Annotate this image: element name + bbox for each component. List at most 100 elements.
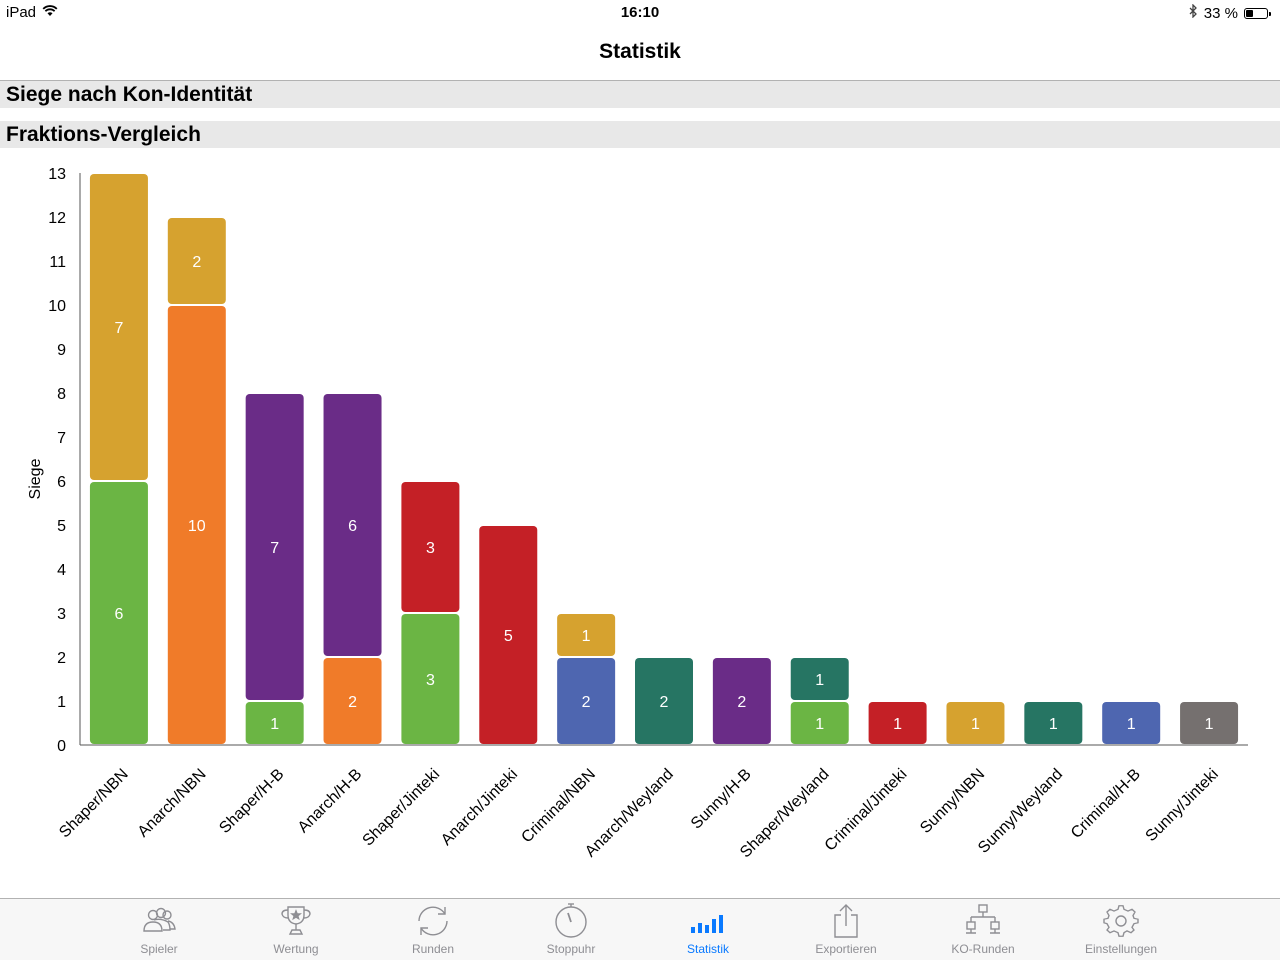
battery-percent: 33 % <box>1203 4 1238 22</box>
y-tick-label: 12 <box>48 210 66 227</box>
tab-label-runden: Runden <box>411 942 455 956</box>
tab-einstellungen[interactable]: Einstellungen <box>1052 899 1190 961</box>
x-category-label: Criminal/H-B <box>1068 766 1144 842</box>
battery-icon <box>1244 7 1271 19</box>
wifi-icon <box>42 4 58 21</box>
x-category-label: Sunny/H-B <box>688 766 755 833</box>
y-tick-label: 4 <box>57 562 66 579</box>
x-category-label: Shaper/NBN <box>56 766 132 842</box>
y-tick-label: 2 <box>57 650 66 667</box>
y-tick-label: 7 <box>57 430 66 447</box>
x-category-label: Sunny/Weyland <box>975 766 1066 857</box>
bar-value-label: 10 <box>188 518 206 535</box>
x-category-label: Anarch/H-B <box>295 766 366 837</box>
players-icon <box>139 903 179 939</box>
gear-icon <box>1101 903 1141 939</box>
bar-value-label: 2 <box>348 694 357 711</box>
y-tick-label: 9 <box>57 342 66 359</box>
tab-exportieren[interactable]: Exportieren <box>777 899 915 961</box>
x-category-label: Anarch/Jinteki <box>438 766 521 849</box>
y-tick-label: 8 <box>57 386 66 403</box>
bar-segment <box>712 658 771 744</box>
bar-value-label: 2 <box>192 254 201 271</box>
bar-value-label: 3 <box>426 540 435 557</box>
bar-value-label: 1 <box>971 716 980 733</box>
x-category-label: Sunny/NBN <box>917 766 988 837</box>
tab-statistik[interactable]: Statistik <box>639 899 777 961</box>
bar-segment <box>167 218 226 304</box>
bar-value-label: 1 <box>1127 716 1136 733</box>
bar-segment <box>89 174 148 480</box>
bracket-icon <box>963 903 1003 939</box>
y-axis-title: Siege <box>27 458 44 499</box>
refresh-icon <box>413 903 453 939</box>
device-name: iPad <box>6 4 37 21</box>
bar-value-label: 1 <box>893 716 902 733</box>
y-tick-label: 0 <box>57 738 66 755</box>
stopwatch-icon <box>551 903 591 939</box>
tab-label-stoppuhr: Stoppuhr <box>546 942 596 956</box>
bar-value-label: 1 <box>270 716 279 733</box>
bar-segment <box>167 306 226 744</box>
bar-value-label: 7 <box>270 540 279 557</box>
status-right: 33 % <box>1189 3 1271 22</box>
bar-value-label: 3 <box>426 672 435 689</box>
trophy-icon <box>276 903 316 939</box>
bar-segment <box>245 394 304 700</box>
bar-segment <box>323 394 382 656</box>
y-tick-label: 3 <box>57 606 66 623</box>
bar-value-label: 5 <box>504 628 513 645</box>
tab-label-wertung: Wertung <box>273 942 319 956</box>
bar-segment <box>1024 702 1083 744</box>
bar-segment <box>1102 702 1161 744</box>
x-category-label: Shaper/H-B <box>216 766 287 837</box>
tab-spieler[interactable]: Spieler <box>90 899 228 961</box>
statistics-icon <box>688 903 728 939</box>
tab-label-einstellungen: Einstellungen <box>1084 942 1158 956</box>
y-tick-label: 6 <box>57 474 66 491</box>
bar-segment <box>479 526 538 744</box>
x-category-label: Anarch/NBN <box>135 766 210 841</box>
tab-bar: Spieler Wertung Runden Sto <box>0 898 1280 960</box>
bar-segment <box>1180 702 1239 744</box>
bar-value-label: 1 <box>1049 716 1058 733</box>
y-tick-label: 1 <box>57 694 66 711</box>
bar-segment <box>790 702 849 744</box>
tab-ko-runden[interactable]: KO-Runden <box>914 899 1052 961</box>
tab-label-statistik: Statistik <box>686 942 729 956</box>
tab-label-spieler: Spieler <box>140 942 178 956</box>
status-bar: iPad 16:10 33 % <box>0 0 1280 26</box>
tab-stoppuhr[interactable]: Stoppuhr <box>502 899 640 961</box>
navigation-bar: Statistik <box>0 26 1280 81</box>
bar-segment <box>89 482 148 744</box>
stacked-bar-chart: 012345678910111213Siege67Shaper/NBN102An… <box>27 166 1248 861</box>
y-tick-label: 13 <box>48 166 66 183</box>
y-tick-label: 10 <box>48 298 66 315</box>
bar-segment <box>790 658 849 700</box>
page-title: Statistik <box>599 40 681 63</box>
bar-value-label: 1 <box>582 628 591 645</box>
battery-fill <box>1246 9 1253 17</box>
bar-value-label: 1 <box>1205 716 1214 733</box>
tab-label-exportieren: Exportieren <box>815 942 877 956</box>
bar-segment <box>557 614 616 656</box>
bar-value-label: 7 <box>114 320 123 337</box>
bar-value-label: 2 <box>737 694 746 711</box>
bar-segment <box>946 702 1005 744</box>
tab-runden[interactable]: Runden <box>364 899 502 961</box>
bluetooth-icon <box>1189 3 1198 22</box>
bar-segment <box>323 658 382 744</box>
status-left: iPad <box>6 4 58 21</box>
bar-segment <box>401 482 460 612</box>
section-header-faction-comparison[interactable]: Fraktions-Vergleich <box>0 121 1280 148</box>
tab-label-ko-runden: KO-Runden <box>951 942 1015 956</box>
y-tick-label: 11 <box>49 254 66 271</box>
bar-value-label: 2 <box>582 694 591 711</box>
faction-comparison-chart: 0 1 2 3 4 5 6 7 8 9 10 11 12 13 Siege 6 7 Shaper/NBN 10 2 An… <box>0 150 1280 898</box>
y-tick-label: 5 <box>57 518 66 535</box>
bar-segment <box>401 614 460 744</box>
tab-wertung[interactable]: Wertung <box>227 899 365 961</box>
bar-value-label: 2 <box>660 694 669 711</box>
x-category-label: Sunny/Jinteki <box>1143 766 1222 845</box>
section-header-kon-identity[interactable]: Siege nach Kon-Identität <box>0 81 1280 108</box>
